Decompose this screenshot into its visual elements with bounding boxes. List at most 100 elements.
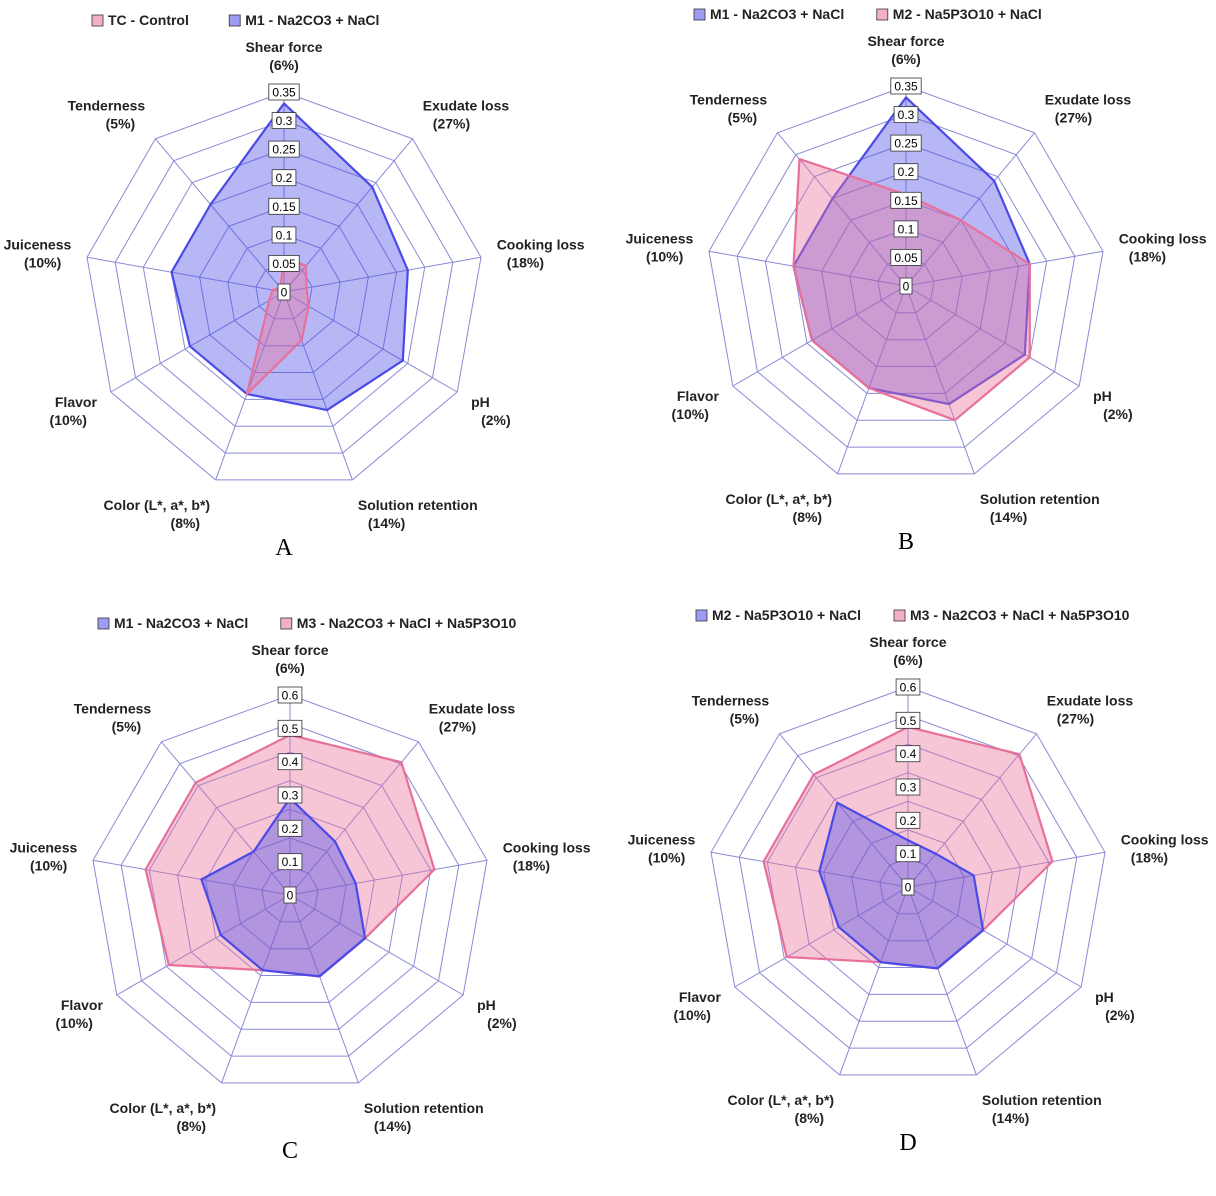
axis-label: Juiceness <box>4 236 72 252</box>
tick-label: 0.6 <box>282 689 299 703</box>
axis-label-group: Flavor (10%) <box>674 989 722 1023</box>
axis-weight-label: (5%) <box>112 719 142 735</box>
tick-box <box>271 169 297 187</box>
legend-swatch <box>91 14 104 27</box>
tick-box <box>268 197 300 215</box>
panel-letter-a: A <box>275 535 293 561</box>
axis-weight-label: (8%) <box>795 1110 825 1126</box>
tick-box <box>277 786 303 804</box>
axis-label: Exudate loss <box>1047 693 1134 709</box>
tick-label: 0.25 <box>894 137 918 151</box>
grid-spoke <box>86 256 285 293</box>
tick-label: 0.1 <box>282 855 299 869</box>
radar-chart-b: 0 0.05 0.1 0.15 0.2 0.25 0.3 0.35 Shear force (6%… <box>626 6 1207 555</box>
axis-weight-label: (6%) <box>891 51 921 67</box>
tick-box <box>893 163 919 181</box>
tick-label: 0.5 <box>282 722 299 736</box>
legend-swatch <box>876 8 889 21</box>
axis-label-group: pH (2%) <box>1095 989 1135 1023</box>
axis-label-group: Juiceness (10%) <box>626 230 694 264</box>
tick-label: 0.35 <box>272 86 296 100</box>
axis-label: Color (L*, a*, b*) <box>728 1092 835 1108</box>
axis-label-group: Cooking loss (18%) <box>1119 230 1207 264</box>
axis-weight-label: (27%) <box>433 116 470 132</box>
tick-label: 0.05 <box>272 257 296 271</box>
axis-label-group: Shear force (6%) <box>869 634 946 668</box>
tick-label: 0.1 <box>900 847 917 861</box>
tick-box <box>283 886 297 904</box>
grid-ring <box>708 85 1104 475</box>
axis-label: Tenderness <box>690 92 768 108</box>
grid-spoke <box>837 285 907 475</box>
grid-spoke <box>839 886 909 1076</box>
axis-label: Cooking loss <box>1121 831 1209 847</box>
grid-ring <box>879 857 937 915</box>
axis-label-group: Shear force (6%) <box>867 33 944 67</box>
tick-label: 0.3 <box>282 789 299 803</box>
axis-weight-label: (10%) <box>672 406 709 422</box>
tick-label: 0.2 <box>898 165 915 179</box>
axis-label: Tenderness <box>74 701 152 717</box>
tick-label: 0 <box>281 286 288 300</box>
tick-label: 0.15 <box>894 194 918 208</box>
tick-label: 0.35 <box>894 80 918 94</box>
grid-ring <box>233 837 347 950</box>
tick-label: 0.2 <box>282 822 299 836</box>
radar-panel-c: 0 0.1 0.2 0.3 0.4 0.5 0.6 Shear force (6%) Exudat… <box>6 603 614 1196</box>
grid-spoke <box>289 894 464 996</box>
axis-weight-label: (14%) <box>990 509 1027 525</box>
tick-label: 0.3 <box>900 781 917 795</box>
tick-label: 0.6 <box>900 681 917 695</box>
axis-label: Color (L*, a*, b*) <box>726 491 833 507</box>
axis-weight-label: (6%) <box>893 652 923 668</box>
legend-label: M1 - Na2CO3 + NaCl <box>710 6 844 22</box>
grid-spoke <box>289 894 359 1084</box>
tick-box <box>277 853 303 871</box>
grid-ring <box>205 808 375 976</box>
axis-label-group: Exudate loss (27%) <box>1047 693 1134 727</box>
series-area-2 <box>245 256 310 396</box>
axis-label: Flavor <box>679 989 722 1005</box>
tick-label: 0.4 <box>900 747 917 761</box>
tick-box <box>277 719 303 737</box>
grid-spoke <box>283 291 458 393</box>
grid-ring <box>821 199 991 367</box>
axis-weight-label: (5%) <box>730 711 760 727</box>
axis-label-group: Tenderness (5%) <box>74 701 152 735</box>
grid-spoke <box>905 285 975 475</box>
tick-label: 0.2 <box>276 171 293 185</box>
legend-label: TC - Control <box>108 12 189 28</box>
grid-ring <box>766 743 1050 1022</box>
radar-panel-a: 0 0.05 0.1 0.15 0.2 0.25 0.3 0.35 Shear force (6%… <box>0 0 608 593</box>
grid-spoke <box>907 886 1082 988</box>
axis-label-group: Cooking loss (18%) <box>497 236 585 270</box>
tick-box <box>277 753 303 771</box>
axis-weight-label: (6%) <box>275 660 305 676</box>
tick-box <box>895 678 921 696</box>
axis-weight-label: (27%) <box>439 719 476 735</box>
tick-label: 0 <box>903 280 910 294</box>
tick-box <box>271 226 297 244</box>
axis-weight-label: (10%) <box>56 1015 93 1031</box>
grid-spoke <box>708 250 907 287</box>
legend-swatch <box>695 609 708 622</box>
axis-label-group: Solution retention (14%) <box>980 491 1100 525</box>
axis-label: pH <box>477 997 496 1013</box>
axis-label: Exudate loss <box>1045 92 1132 108</box>
axis-label: pH <box>471 394 490 410</box>
grid-ring <box>114 120 454 454</box>
tick-box <box>899 277 913 295</box>
axis-label: Cooking loss <box>497 236 585 252</box>
axis-weight-label: (8%) <box>177 1118 207 1134</box>
legend-label: M3 - Na2CO3 + NaCl + Na5P3O10 <box>297 615 517 631</box>
axis-weight-label: (8%) <box>793 509 823 525</box>
axis-label-group: Flavor (10%) <box>56 997 104 1031</box>
series-area-2 <box>818 801 985 970</box>
radar-grid <box>710 686 1106 1076</box>
tick-box <box>895 845 921 863</box>
axis-label: Juiceness <box>626 230 694 246</box>
grid-spoke <box>734 886 909 988</box>
axis-label-group: pH (2%) <box>1093 388 1133 422</box>
grid-ring <box>227 234 341 347</box>
legend-item: M3 - Na2CO3 + NaCl + Na5P3O10 <box>893 607 1130 623</box>
